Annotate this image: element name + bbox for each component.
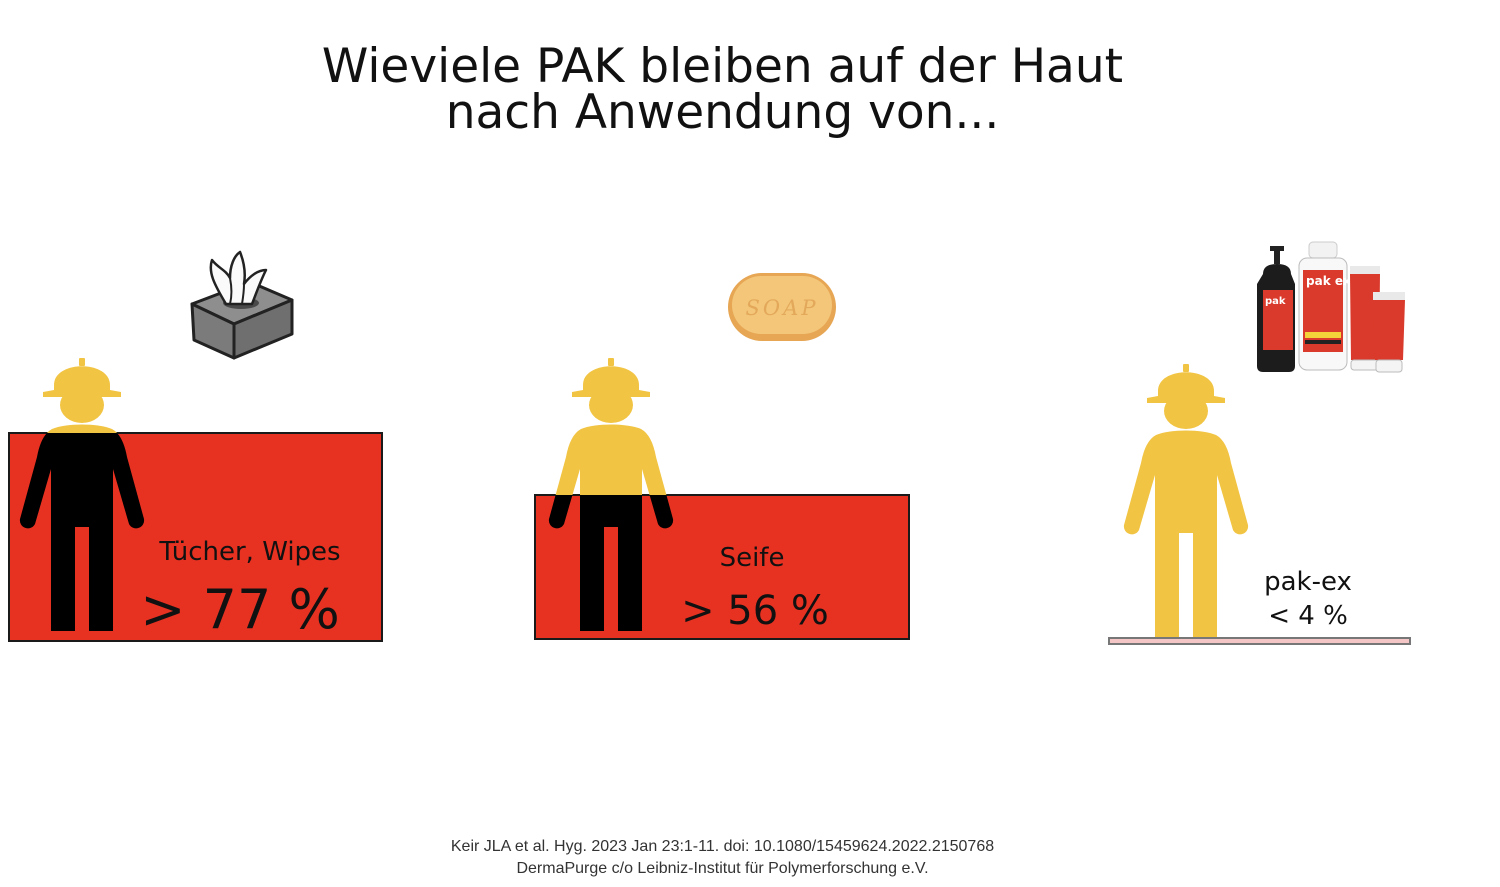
- label-soap-value: > 56 %: [681, 588, 829, 634]
- pak-ex-products-icon: pak pak ex: [1257, 241, 1405, 373]
- tissue-box-icon: [190, 250, 294, 360]
- label-wipes-name: Tücher, Wipes: [159, 537, 341, 567]
- product-label-text: pak ex: [1306, 274, 1351, 288]
- footer-line-2: DermaPurge c/o Leibniz-Institut für Poly…: [516, 860, 929, 877]
- label-soap-name: Seife: [719, 543, 785, 573]
- footer-citation: Keir JLA et al. Hyg. 2023 Jan 23:1-11. d…: [0, 836, 1445, 880]
- soap-text: SOAP: [746, 296, 819, 320]
- title-line-1: Wieviele PAK bleiben auf der Haut: [321, 39, 1124, 94]
- svg-text:pak: pak: [1265, 296, 1286, 307]
- worker-figure-wipes: [17, 357, 147, 632]
- worker-figure-pak-ex: [1121, 363, 1251, 638]
- soap-bar-icon: SOAP: [728, 273, 836, 341]
- title-line-2: nach Anwendung von...: [445, 85, 1000, 140]
- footer-line-1: Keir JLA et al. Hyg. 2023 Jan 23:1-11. d…: [450, 838, 995, 855]
- label-pak-ex-name: pak-ex: [1264, 567, 1352, 597]
- page-title: Wieviele PAK bleiben auf der Haut nach A…: [0, 39, 1445, 140]
- label-wipes-value: > 77 %: [140, 578, 340, 641]
- worker-figure-soap: [546, 357, 676, 632]
- label-pak-ex-value: < 4 %: [1268, 601, 1348, 631]
- bar-pak-ex: [1108, 637, 1411, 645]
